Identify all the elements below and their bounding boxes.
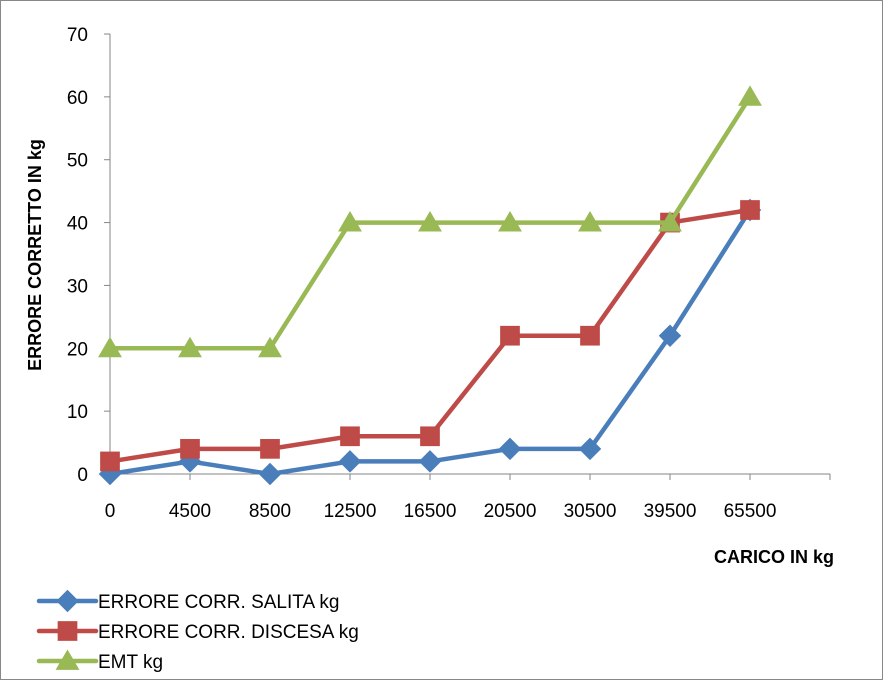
legend-label: ERRORE CORR. DISCESA kg (98, 622, 359, 643)
data-point (578, 437, 602, 461)
series-group (98, 85, 762, 486)
data-point (338, 450, 362, 473)
data-point (338, 211, 362, 232)
data-point (580, 325, 600, 346)
y-tick-label: 0 (77, 465, 88, 486)
data-point (658, 324, 682, 347)
data-point (420, 426, 440, 447)
data-point (658, 211, 682, 232)
data-point (738, 85, 762, 106)
data-point (57, 621, 78, 641)
x-tick-label: 20500 (484, 501, 537, 522)
y-tick-label: 40 (67, 214, 88, 235)
y-tick-label: 60 (67, 88, 88, 109)
x-tick-label: 30500 (564, 501, 617, 522)
data-point (178, 336, 202, 358)
data-point (740, 200, 760, 220)
data-point (260, 439, 280, 459)
data-point (500, 325, 520, 346)
y-tick-label: 20 (67, 339, 88, 360)
x-tick-label: 65500 (724, 501, 777, 522)
data-point (55, 649, 80, 670)
x-axis-title: CARICO IN kg (714, 547, 834, 567)
legend-label: ERRORE CORR. SALITA kg (98, 592, 339, 613)
data-point (258, 462, 282, 486)
legend-label: EMT kg (98, 652, 163, 673)
x-tick-label: 39500 (644, 501, 697, 522)
data-point (258, 336, 282, 358)
data-point (98, 336, 122, 358)
data-point (340, 426, 360, 447)
data-point (418, 450, 442, 473)
y-axis-title: ERRORE CORRETTO IN kg (25, 139, 45, 371)
x-tick-label: 0 (105, 501, 116, 522)
y-tick-label: 10 (67, 402, 88, 423)
x-tick-label: 12500 (324, 501, 377, 522)
axes: 0 10 20 30 40 50 60 70 0 4500 8500 12500 16500 20500 3… (67, 25, 831, 522)
data-point (578, 211, 602, 232)
data-point (418, 211, 442, 232)
data-point (56, 589, 79, 613)
x-tick-label: 16500 (404, 501, 457, 522)
data-point (100, 451, 120, 472)
legend: ERRORE CORR. SALITA kg ERRORE CORR. DISCE… (36, 589, 359, 673)
x-tick-label: 8500 (249, 501, 291, 522)
data-point (180, 439, 200, 459)
data-point (498, 437, 522, 461)
y-tick-label: 70 (67, 25, 88, 46)
y-tick-label: 50 (67, 151, 88, 172)
x-tick-label: 4500 (169, 501, 211, 522)
y-tick-label: 30 (67, 276, 88, 297)
data-point (498, 211, 522, 232)
